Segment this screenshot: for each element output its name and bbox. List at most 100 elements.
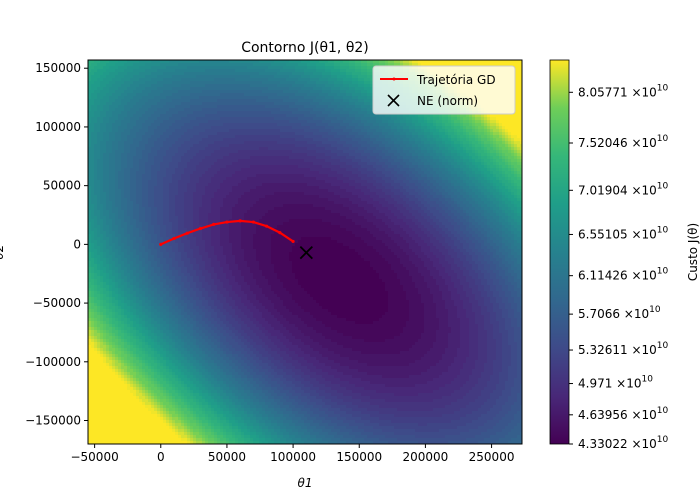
contour-cell [250, 63, 254, 67]
contour-cell [127, 135, 131, 139]
contour-cell [460, 129, 464, 133]
contour-cell [151, 144, 155, 148]
contour-cell [112, 135, 116, 139]
contour-cell [505, 126, 509, 130]
contour-cell [166, 102, 170, 106]
contour-cell [283, 105, 287, 109]
contour-cell [184, 84, 188, 88]
contour-cell [304, 96, 308, 100]
contour-cell [352, 75, 356, 79]
contour-cell [142, 132, 146, 136]
contour-cell [517, 111, 521, 115]
contour-cell [115, 78, 119, 82]
contour-cell [112, 156, 116, 160]
contour-cell [205, 90, 209, 94]
contour-cell [211, 147, 215, 151]
contour-cell [496, 123, 500, 127]
contour-cell [331, 93, 335, 97]
contour-cell [304, 153, 308, 157]
contour-cell [211, 117, 215, 121]
contour-cell [484, 126, 488, 130]
contour-cell [349, 60, 353, 64]
contour-cell [298, 120, 302, 124]
contour-cell [328, 114, 332, 118]
contour-cell [223, 129, 227, 133]
contour-cell [253, 135, 257, 139]
contour-cell [487, 150, 491, 154]
contour-cell [490, 135, 494, 139]
contour-cell [403, 60, 407, 64]
contour-cell [259, 90, 263, 94]
contour-cell [412, 132, 416, 136]
contour-cell [490, 120, 494, 124]
contour-cell [166, 63, 170, 67]
contour-cell [451, 126, 455, 130]
contour-cell [433, 129, 437, 133]
contour-cell [319, 96, 323, 100]
contour-cell [88, 144, 92, 148]
contour-cell [406, 135, 410, 139]
contour-cell [340, 75, 344, 79]
contour-cell [310, 84, 314, 88]
contour-cell [268, 108, 272, 112]
contour-cell [508, 144, 512, 148]
contour-cell [250, 153, 254, 157]
contour-cell [307, 138, 311, 142]
contour-cell [514, 66, 518, 70]
contour-cell [142, 111, 146, 115]
contour-cell [310, 123, 314, 127]
contour-cell [196, 123, 200, 127]
contour-cell [178, 141, 182, 145]
contour-cell [319, 66, 323, 70]
contour-cell [340, 81, 344, 85]
contour-cell [325, 69, 329, 73]
contour-cell [151, 81, 155, 85]
contour-cell [304, 93, 308, 97]
contour-cell [349, 126, 353, 130]
contour-cell [103, 81, 107, 85]
contour-cell [346, 132, 350, 136]
contour-cell [166, 153, 170, 157]
contour-cell [181, 117, 185, 121]
contour-cell [187, 129, 191, 133]
contour-cell [445, 120, 449, 124]
contour-cell [490, 141, 494, 145]
contour-cell [310, 138, 314, 142]
contour-cell [334, 69, 338, 73]
contour-cell [172, 123, 176, 127]
contour-cell [100, 123, 104, 127]
contour-cell [289, 135, 293, 139]
contour-cell [184, 153, 188, 157]
contour-cell [184, 81, 188, 85]
contour-cell [511, 135, 515, 139]
contour-cell [349, 75, 353, 79]
contour-cell [520, 60, 522, 64]
contour-cell [328, 141, 332, 145]
contour-cell [169, 126, 173, 130]
contour-cell [451, 138, 455, 142]
contour-cell [328, 108, 332, 112]
contour-cell [346, 108, 350, 112]
contour-cell [145, 78, 149, 82]
contour-cell [250, 126, 254, 130]
contour-cell [250, 144, 254, 148]
contour-cell [163, 102, 167, 106]
contour-cell [448, 135, 452, 139]
contour-cell [157, 111, 161, 115]
contour-cell [325, 141, 329, 145]
contour-cell [292, 123, 296, 127]
contour-cell [106, 99, 110, 103]
contour-cell [295, 126, 299, 130]
contour-cell [520, 153, 522, 157]
contour-cell [406, 123, 410, 127]
contour-cell [241, 60, 245, 64]
contour-cell [322, 63, 326, 67]
contour-cell [187, 63, 191, 67]
contour-cell [385, 138, 389, 142]
contour-cell [385, 150, 389, 154]
contour-cell [358, 126, 362, 130]
contour-cell [181, 90, 185, 94]
contour-cell [340, 114, 344, 118]
contour-cell [295, 120, 299, 124]
contour-cell [337, 144, 341, 148]
